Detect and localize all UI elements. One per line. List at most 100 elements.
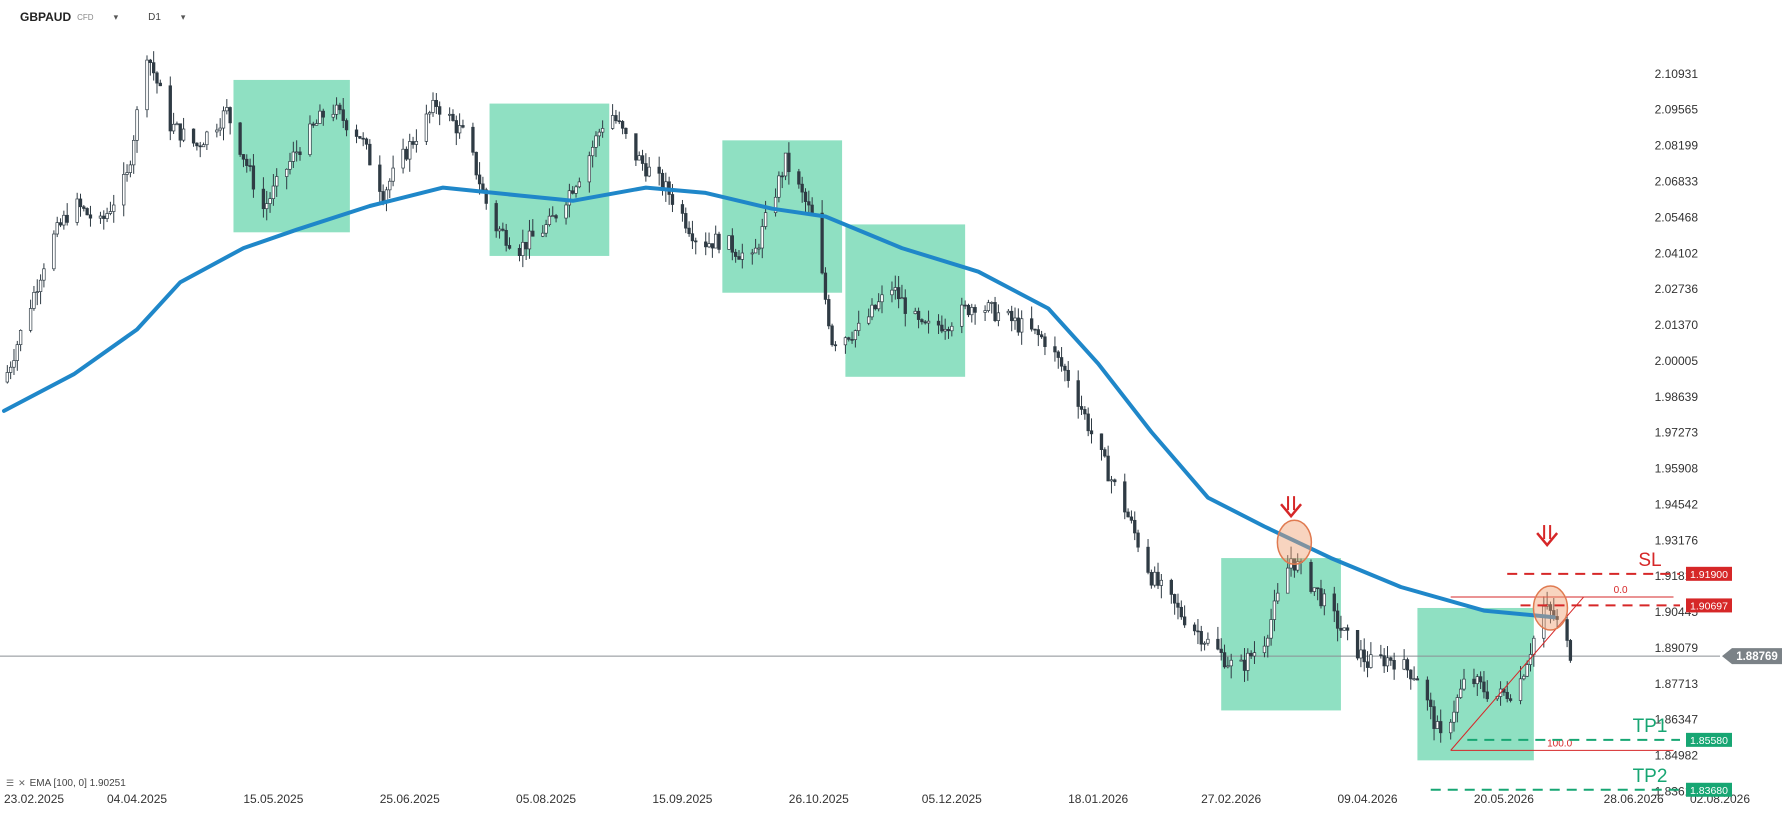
candle: [55, 216, 59, 238]
candle-body: [78, 198, 83, 208]
candle: [178, 123, 182, 148]
candle-body: [497, 228, 502, 232]
candle: [843, 336, 848, 354]
candle-body: [268, 198, 272, 204]
x-tick-label: 28.06.2026: [1604, 792, 1664, 806]
candle: [820, 200, 824, 275]
candle-body: [378, 164, 382, 192]
candle-body: [943, 328, 947, 332]
candle-body: [1262, 645, 1267, 654]
candle: [1126, 508, 1130, 518]
candle: [577, 177, 581, 189]
candle-body: [105, 213, 109, 219]
candle-body: [474, 151, 478, 176]
range-zone: [233, 79, 350, 233]
candle-body: [1389, 657, 1393, 661]
candle-body: [1099, 433, 1104, 450]
candle: [1056, 350, 1060, 369]
candle: [384, 186, 389, 212]
candle-body: [1149, 572, 1154, 586]
candle-body: [531, 230, 535, 237]
candle: [1036, 325, 1040, 347]
candle: [1316, 587, 1320, 601]
x-tick-label: 20.05.2026: [1474, 792, 1534, 806]
candle: [800, 176, 804, 203]
candle-body: [710, 243, 715, 249]
candle-body: [1485, 691, 1489, 700]
candle: [378, 155, 382, 203]
candle: [1548, 601, 1553, 624]
list-icon[interactable]: ☰: [6, 778, 15, 788]
candle-body: [707, 243, 711, 248]
candle: [75, 192, 79, 226]
candle: [1156, 562, 1160, 590]
candle: [52, 230, 56, 272]
candle-body: [1555, 616, 1559, 620]
candle-body: [344, 120, 349, 131]
y-tick-label: 1.86347: [1655, 713, 1699, 727]
candle-body: [88, 214, 93, 219]
candle: [1475, 674, 1479, 696]
candle: [727, 235, 731, 250]
candle: [285, 168, 289, 190]
candle-body: [787, 152, 791, 173]
candle: [271, 174, 276, 206]
symbol-label[interactable]: GBPAUD: [20, 10, 72, 24]
candle-body: [461, 125, 465, 128]
candle: [364, 137, 369, 150]
candle-body: [966, 304, 971, 316]
candle: [1508, 694, 1513, 703]
candle-body: [1505, 691, 1509, 700]
candle: [823, 267, 828, 305]
candle: [1006, 309, 1011, 316]
candle: [1079, 395, 1084, 415]
candle: [923, 320, 927, 325]
candle-body: [1056, 351, 1060, 358]
candle-body: [963, 304, 967, 307]
indicator-legend: ☰ ✕ EMA [100, 0] 1.90251: [6, 778, 126, 789]
candle: [191, 128, 196, 147]
candle: [1322, 589, 1326, 616]
candle: [311, 121, 315, 128]
candle-body: [1452, 711, 1456, 723]
candle: [1518, 666, 1523, 705]
candle: [1405, 657, 1410, 678]
candle-body: [823, 272, 828, 300]
candle: [1435, 715, 1440, 729]
candle-body: [1286, 567, 1290, 594]
candle-body: [471, 126, 475, 153]
candle: [704, 232, 708, 256]
candle: [1222, 644, 1227, 669]
candle: [308, 115, 312, 157]
candle: [1013, 307, 1017, 330]
candle-body: [128, 164, 133, 173]
candle-body: [201, 144, 206, 148]
candle: [1478, 671, 1483, 690]
candle-body: [524, 241, 528, 250]
candle: [1229, 653, 1233, 679]
candle: [494, 200, 498, 238]
symbol-caret-down-icon[interactable]: ▾: [113, 11, 119, 22]
candle: [5, 365, 9, 384]
candle-body: [920, 319, 924, 323]
candle: [18, 329, 23, 352]
candle: [634, 133, 638, 167]
candle: [657, 156, 661, 186]
candle: [35, 279, 39, 306]
y-tick-label: 2.08199: [1655, 139, 1699, 153]
candle-body: [1335, 610, 1340, 629]
candle-body: [1429, 699, 1433, 707]
candle-body: [15, 344, 19, 361]
candle-body: [354, 129, 359, 137]
timeframe-label[interactable]: D1: [148, 11, 161, 23]
candle: [780, 171, 784, 189]
close-icon[interactable]: ✕: [18, 778, 26, 788]
candle: [1345, 624, 1350, 641]
candle-body: [1219, 648, 1223, 653]
candle-body: [102, 215, 106, 219]
candle: [574, 184, 578, 198]
candle: [424, 104, 429, 145]
timeframe-caret-down-icon[interactable]: ▾: [180, 11, 186, 22]
